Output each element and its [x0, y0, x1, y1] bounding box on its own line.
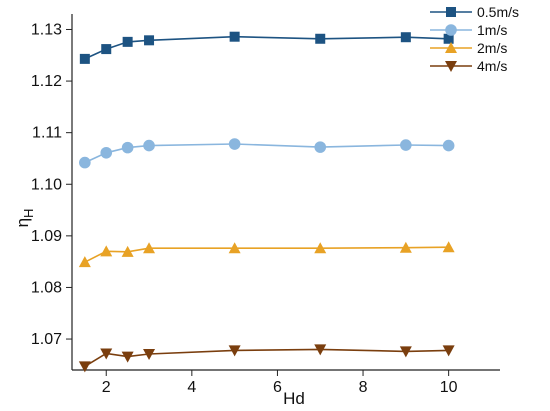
data-point [143, 349, 156, 361]
legend-label: 4m/s [477, 58, 507, 74]
x-tick-label: 4 [187, 379, 196, 396]
data-point [121, 141, 134, 154]
data-point [228, 242, 241, 254]
y-tick-label: 1.13 [31, 21, 62, 38]
data-point [442, 345, 455, 357]
series-0 [79, 31, 454, 64]
legend-item-2: 2m/s [430, 40, 507, 56]
series-line [84, 348, 449, 368]
data-point [101, 44, 112, 55]
data-point [100, 348, 113, 360]
legend: 0.5m/s 1m/s 2m/s 4m/s [430, 4, 519, 74]
y-tick-label: 1.11 [32, 125, 62, 142]
y-tick-label: 1.09 [31, 228, 62, 245]
svg-text:ηH: ηH [13, 209, 36, 228]
legend-marker [445, 24, 457, 36]
data-point [79, 156, 91, 169]
series-2 [78, 241, 455, 268]
data-point [314, 344, 327, 356]
data-point [400, 139, 412, 151]
legend-marker [445, 61, 457, 72]
y-axis-label-main: η [13, 218, 32, 227]
data-point [399, 346, 412, 358]
data-point [143, 139, 155, 152]
data-point [400, 32, 411, 43]
data-point [78, 256, 91, 268]
legend-label: 1m/s [477, 22, 507, 38]
data-point [143, 242, 156, 254]
x-tick-label: 2 [102, 379, 111, 396]
y-tick-label: 1.10 [31, 176, 62, 193]
x-tick-label: 6 [273, 379, 282, 396]
x-tick-label: 10 [440, 379, 458, 396]
data-point [228, 345, 241, 357]
data-point [442, 139, 455, 152]
x-axis-label: Hd [283, 389, 305, 408]
y-tick-label: 1.07 [31, 331, 62, 348]
legend-marker [445, 42, 457, 53]
series-1 [79, 138, 455, 169]
data-point [121, 351, 134, 363]
ticks: 2 4 6 8 10 1.07 1.08 1.09 1.10 1.11 1.12 1.13 [31, 21, 458, 396]
legend-label: 0.5m/s [477, 4, 519, 20]
axes [71, 14, 500, 371]
y-tick-label: 1.08 [31, 279, 62, 296]
legend-label: 2m/s [477, 40, 507, 56]
legend-item-1: 1m/s [430, 22, 507, 38]
data-point [228, 138, 241, 150]
data-point [122, 36, 133, 47]
data-point [443, 33, 454, 44]
data-point [100, 245, 113, 257]
legend-marker [446, 7, 456, 17]
data-point [315, 33, 326, 44]
data-point [121, 245, 134, 257]
data-point [399, 241, 412, 253]
legend-item-3: 4m/s [430, 58, 507, 74]
series-line [84, 143, 449, 164]
series-line [84, 35, 449, 60]
data-point [100, 146, 113, 159]
series-3 [78, 344, 455, 373]
y-tick-label: 1.12 [31, 73, 62, 90]
x-tick-label: 8 [359, 379, 368, 396]
y-axis-label: ηH [13, 209, 36, 228]
series-line [84, 246, 449, 263]
legend-item-0: 0.5m/s [430, 4, 519, 20]
series-layer [78, 31, 455, 373]
data-point [144, 35, 155, 46]
y-axis-label-sub: H [21, 209, 36, 218]
data-point [314, 242, 327, 254]
data-point [442, 241, 455, 253]
data-point [79, 53, 90, 64]
data-point [229, 31, 240, 42]
data-point [314, 141, 327, 153]
data-point [78, 361, 91, 373]
